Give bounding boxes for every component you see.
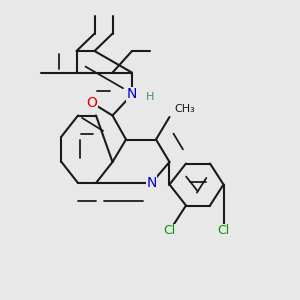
Text: O: O (86, 96, 97, 110)
Text: CH₃: CH₃ (174, 104, 195, 114)
Text: Cl: Cl (164, 224, 175, 238)
Text: N: N (127, 88, 137, 101)
Text: Cl: Cl (218, 224, 230, 238)
Text: N: N (146, 176, 157, 190)
Text: H: H (146, 92, 154, 102)
